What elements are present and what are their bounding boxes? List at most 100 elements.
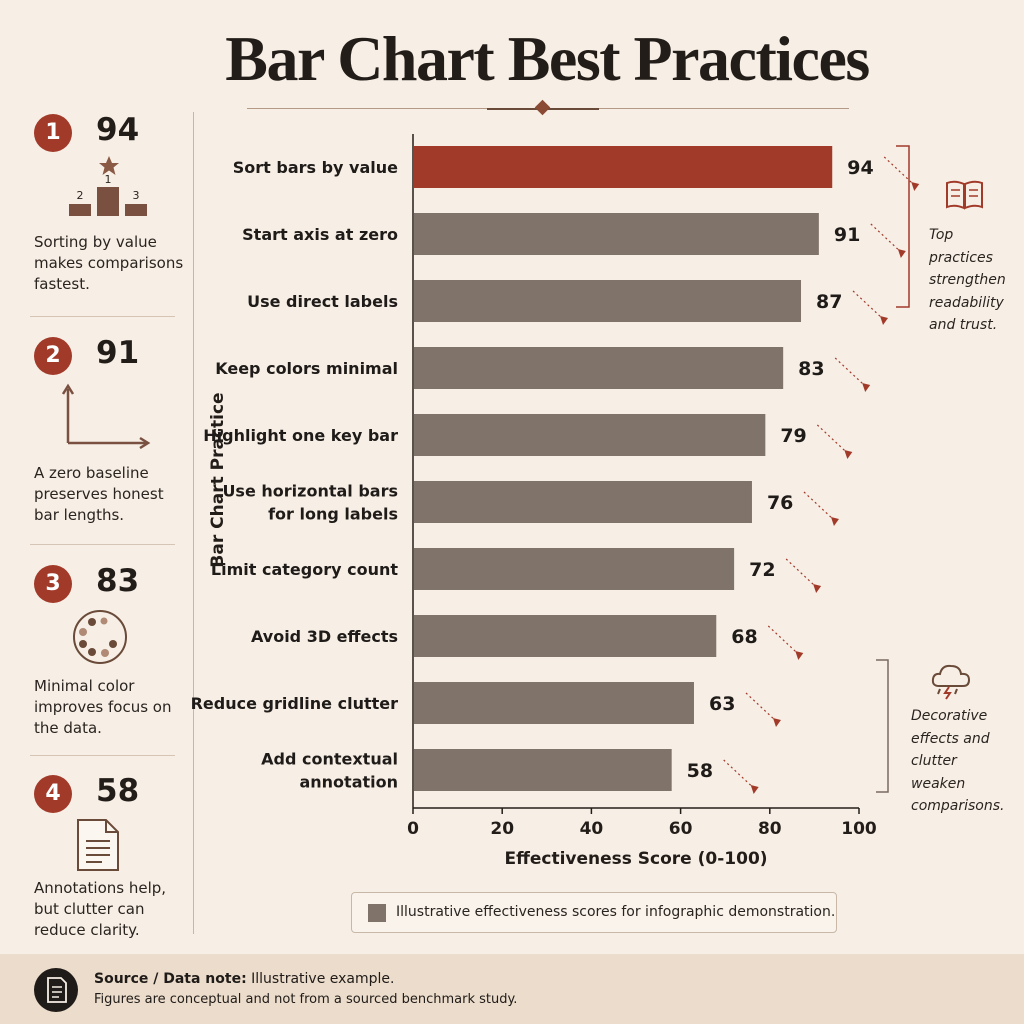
category-label: Highlight one key bar	[203, 426, 398, 445]
bar-value-label: 63	[709, 693, 735, 715]
annotation-leader	[803, 491, 835, 521]
annotation-leader	[816, 424, 848, 454]
annotation-leader	[883, 156, 915, 186]
top-bracket	[896, 145, 910, 308]
page-title: Bar Chart Best Practices	[225, 23, 870, 94]
card-score: 94	[96, 112, 140, 148]
bar	[414, 481, 752, 523]
category-label: Reduce gridline clutter	[191, 694, 398, 713]
category-label: Start axis at zero	[242, 225, 398, 244]
annotation-leader	[785, 558, 817, 588]
annotation-leader	[767, 625, 799, 655]
book-icon	[946, 180, 983, 210]
arrow-icon	[795, 651, 804, 660]
card-score: 91	[96, 335, 140, 371]
bar	[414, 615, 717, 657]
footer-source-text: Illustrative example.	[251, 971, 395, 987]
footer-document-icon	[34, 968, 78, 1012]
arrow-icon	[911, 182, 920, 191]
card-number: 3	[34, 565, 72, 603]
footer-source-label: Source / Data note:	[94, 971, 247, 987]
podium-label: 3	[133, 189, 140, 202]
sidebar-divider	[193, 112, 194, 934]
storm-cloud-icon	[931, 664, 971, 700]
category-label: Keep colors minimal	[215, 359, 398, 378]
annotation-leader	[870, 223, 902, 253]
x-tick-label: 40	[580, 819, 604, 839]
x-tick-label: 0	[407, 819, 419, 839]
bar	[414, 749, 672, 791]
category-label: Limit category count	[211, 560, 398, 579]
card-score: 83	[96, 563, 140, 599]
bar-value-label: 68	[731, 626, 757, 648]
card-divider	[30, 316, 175, 317]
podium-icon: 2 1 3	[69, 156, 147, 216]
x-axis-label: Effectiveness Score (0-100)	[504, 849, 768, 869]
category-label: Use horizontal bars	[222, 482, 398, 501]
footer: Source / Data note: Illustrative example…	[0, 954, 1024, 1024]
bar-value-label: 58	[687, 760, 713, 782]
bar	[414, 414, 766, 456]
card-description: Annotations help, but clutter can reduce…	[34, 879, 167, 939]
bar-value-label: 94	[847, 157, 873, 179]
x-tick-label: 60	[669, 819, 693, 839]
footer-disclaimer: Figures are conceptual and not from a so…	[94, 992, 518, 1007]
card-description: A zero baseline preserves honest bar len…	[34, 464, 164, 524]
arrow-icon	[750, 785, 759, 794]
annotation-leader	[723, 759, 755, 789]
bar-value-label: 91	[834, 224, 860, 246]
annotation-leader	[834, 357, 866, 387]
star-icon	[99, 156, 119, 175]
card-number: 1	[34, 114, 72, 152]
card-score: 58	[96, 773, 140, 809]
bar-value-label: 87	[816, 291, 842, 313]
decorative-effects-note: Decorative effects and clutter weaken co…	[911, 708, 1005, 814]
annotation-leader	[745, 692, 777, 722]
arrow-icon	[813, 584, 822, 593]
arrow-icon	[772, 718, 781, 727]
annotation-leader	[852, 290, 884, 320]
category-label: Sort bars by value	[233, 158, 398, 177]
axes-icon	[61, 383, 151, 449]
card-divider	[30, 544, 175, 545]
bottom-bracket	[876, 659, 889, 793]
category-label: for long labels	[268, 505, 398, 524]
category-label: Use direct labels	[247, 292, 398, 311]
bar	[414, 682, 694, 724]
bar-value-label: 83	[798, 358, 824, 380]
arrow-icon	[880, 316, 889, 325]
x-tick-label: 100	[841, 819, 877, 839]
bar	[414, 280, 802, 322]
legend-text: Illustrative effectiveness scores for in…	[396, 904, 836, 920]
bar	[414, 213, 819, 255]
category-label: Avoid 3D effects	[251, 627, 398, 646]
category-label: Add contextual	[261, 750, 398, 769]
footer-source-line: Source / Data note: Illustrative example…	[94, 971, 394, 987]
legend-swatch	[368, 904, 386, 922]
x-tick-label: 20	[490, 819, 514, 839]
bar	[414, 146, 833, 188]
podium-label: 1	[105, 173, 112, 186]
card-divider	[30, 755, 175, 756]
bar	[414, 347, 784, 389]
bar-value-label: 76	[767, 492, 793, 514]
arrow-icon	[897, 249, 906, 258]
category-label: annotation	[299, 773, 398, 792]
arrow-icon	[844, 450, 853, 459]
arrow-icon	[862, 383, 871, 392]
top-practices-note: Top practices strengthen readability and…	[929, 227, 1006, 333]
bar-value-label: 79	[780, 425, 806, 447]
bar-value-label: 72	[749, 559, 775, 581]
document-icon	[77, 819, 119, 871]
legend: Illustrative effectiveness scores for in…	[351, 892, 837, 933]
card-number: 4	[34, 775, 72, 813]
podium-label: 2	[77, 189, 84, 202]
x-tick-label: 80	[758, 819, 782, 839]
card-number: 2	[34, 337, 72, 375]
palette-icon	[73, 610, 127, 664]
bar	[414, 548, 735, 590]
card-description: Minimal color improves focus on the data…	[34, 677, 172, 737]
arrow-icon	[830, 517, 839, 526]
card-description: Sorting by value makes comparisons faste…	[34, 233, 184, 293]
